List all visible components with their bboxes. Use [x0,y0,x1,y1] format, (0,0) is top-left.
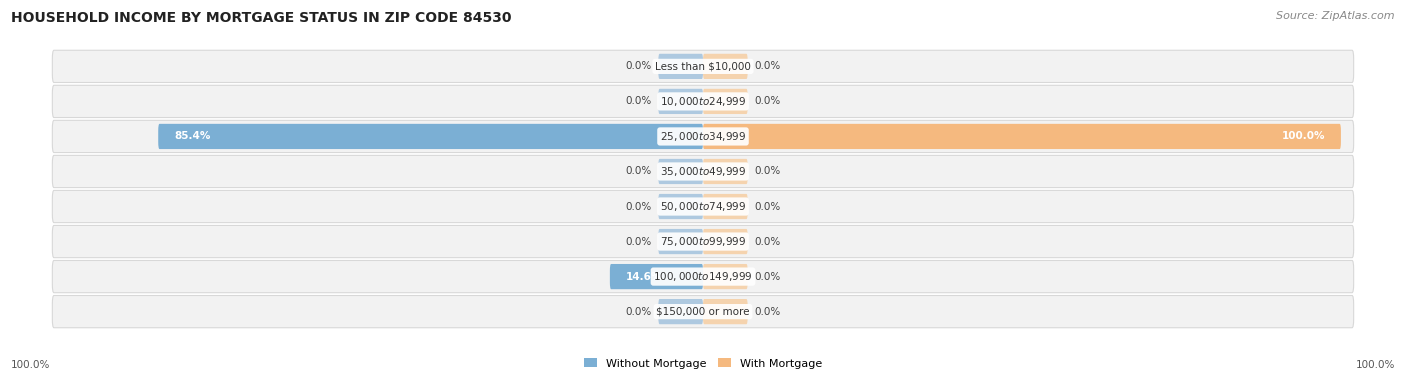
FancyBboxPatch shape [658,89,703,114]
FancyBboxPatch shape [52,120,1354,153]
Text: 0.0%: 0.0% [754,307,780,317]
FancyBboxPatch shape [52,225,1354,258]
FancyBboxPatch shape [658,229,703,254]
FancyBboxPatch shape [610,264,703,289]
Text: 85.4%: 85.4% [174,132,211,141]
FancyBboxPatch shape [52,50,1354,82]
Text: 0.0%: 0.0% [754,237,780,246]
Text: 0.0%: 0.0% [626,96,652,107]
Text: 0.0%: 0.0% [754,61,780,71]
Text: 0.0%: 0.0% [754,166,780,177]
Text: 14.6%: 14.6% [626,271,662,282]
FancyBboxPatch shape [52,191,1354,223]
FancyBboxPatch shape [159,124,703,149]
FancyBboxPatch shape [703,159,748,184]
Text: 0.0%: 0.0% [626,201,652,212]
FancyBboxPatch shape [703,229,748,254]
FancyBboxPatch shape [52,296,1354,328]
FancyBboxPatch shape [52,155,1354,187]
FancyBboxPatch shape [658,299,703,324]
Text: $35,000 to $49,999: $35,000 to $49,999 [659,165,747,178]
FancyBboxPatch shape [703,124,1341,149]
Text: $10,000 to $24,999: $10,000 to $24,999 [659,95,747,108]
FancyBboxPatch shape [703,194,748,219]
FancyBboxPatch shape [703,299,748,324]
FancyBboxPatch shape [658,194,703,219]
FancyBboxPatch shape [52,260,1354,293]
Text: $75,000 to $99,999: $75,000 to $99,999 [659,235,747,248]
Text: 0.0%: 0.0% [626,237,652,246]
Text: 100.0%: 100.0% [1355,361,1395,370]
Text: $25,000 to $34,999: $25,000 to $34,999 [659,130,747,143]
Text: 0.0%: 0.0% [754,96,780,107]
Text: 0.0%: 0.0% [626,61,652,71]
FancyBboxPatch shape [658,159,703,184]
Text: HOUSEHOLD INCOME BY MORTGAGE STATUS IN ZIP CODE 84530: HOUSEHOLD INCOME BY MORTGAGE STATUS IN Z… [11,11,512,25]
Legend: Without Mortgage, With Mortgage: Without Mortgage, With Mortgage [583,358,823,369]
Text: 100.0%: 100.0% [11,361,51,370]
Text: 100.0%: 100.0% [1281,132,1324,141]
FancyBboxPatch shape [52,85,1354,118]
FancyBboxPatch shape [703,89,748,114]
Text: Less than $10,000: Less than $10,000 [655,61,751,71]
Text: Source: ZipAtlas.com: Source: ZipAtlas.com [1277,11,1395,21]
Text: $100,000 to $149,999: $100,000 to $149,999 [654,270,752,283]
FancyBboxPatch shape [703,264,748,289]
Text: $150,000 or more: $150,000 or more [657,307,749,317]
FancyBboxPatch shape [658,54,703,79]
Text: 0.0%: 0.0% [626,307,652,317]
FancyBboxPatch shape [703,54,748,79]
Text: 0.0%: 0.0% [626,166,652,177]
Text: 0.0%: 0.0% [754,271,780,282]
Text: $50,000 to $74,999: $50,000 to $74,999 [659,200,747,213]
Text: 0.0%: 0.0% [754,201,780,212]
